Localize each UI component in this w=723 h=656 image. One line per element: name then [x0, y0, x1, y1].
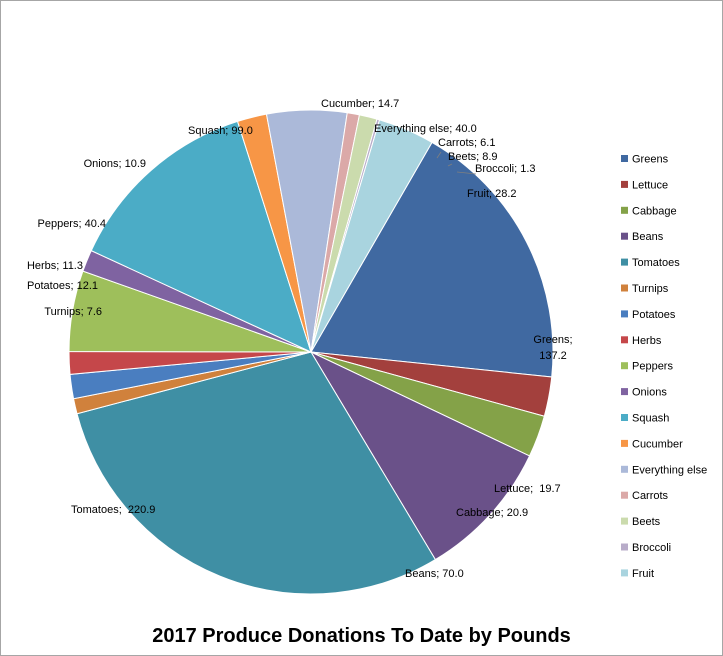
legend-item-peppers: Peppers [621, 361, 673, 373]
data-label-onions: Onions; 10.9 [84, 158, 146, 170]
legend-label-cabbage: Cabbage [632, 205, 677, 217]
legend-item-tomatoes: Tomatoes [621, 257, 680, 269]
data-label-everything-else: Everything else; 40.0 [374, 123, 477, 135]
legend-item-fruit: Fruit [621, 568, 654, 580]
legend-swatch-everything-else [621, 465, 628, 473]
legend-item-everything-else: Everything else [621, 464, 707, 476]
legend-label-turnips: Turnips [632, 283, 669, 295]
legend-label-fruit: Fruit [632, 568, 654, 580]
data-label-potatoes: Potatoes; 12.1 [27, 280, 98, 292]
legend-label-tomatoes: Tomatoes [632, 257, 680, 269]
data-label-lettuce: Lettuce; 19.7 [494, 483, 561, 495]
legend-swatch-beans [621, 232, 628, 240]
legend-label-carrots: Carrots [632, 490, 669, 502]
legend-item-cabbage: Cabbage [621, 205, 677, 217]
legend-swatch-beets [621, 517, 628, 525]
legend-swatch-potatoes [621, 310, 628, 318]
data-label-turnips: Turnips; 7.6 [44, 306, 102, 318]
legend-swatch-broccoli [621, 543, 628, 551]
legend-item-onions: Onions [621, 387, 667, 399]
legend-swatch-lettuce [621, 180, 628, 188]
legend-swatch-cabbage [621, 206, 628, 214]
pie-slice-fruit [310, 119, 433, 353]
legend-label-greens: Greens [632, 154, 669, 166]
data-label-cucumber: Cucumber; 14.7 [321, 98, 399, 110]
pie-slices [68, 109, 554, 595]
leader-line-beets [447, 163, 453, 167]
legend-swatch-turnips [621, 284, 628, 292]
legend-swatch-carrots [621, 491, 628, 499]
legend-label-potatoes: Potatoes [632, 309, 676, 321]
data-labels: Greens; 137.2 Lettuce; 19.7 Cabbage; 20.9 Be… [27, 98, 573, 580]
legend-swatch-tomatoes [621, 258, 628, 266]
legend-item-squash: Squash [621, 413, 669, 425]
legend-swatch-peppers [621, 362, 628, 370]
legend-swatch-cucumber [621, 439, 628, 447]
legend-item-herbs: Herbs [621, 335, 662, 347]
legend-item-beets: Beets [621, 516, 661, 528]
data-label-beets: Beets; 8.9 [448, 151, 498, 163]
data-label-fruit: Fruit; 28.2 [467, 188, 517, 200]
legend-item-lettuce: Lettuce [621, 179, 668, 191]
legend-label-beans: Beans [632, 231, 664, 243]
data-label-squash: Squash; 99.0 [188, 125, 253, 137]
legend-label-herbs: Herbs [632, 335, 662, 347]
legend-swatch-onions [621, 388, 628, 396]
legend-item-carrots: Carrots [621, 490, 669, 502]
legend-label-squash: Squash [632, 413, 669, 425]
leader-line-broccoli [456, 171, 477, 175]
legend-label-onions: Onions [632, 387, 667, 399]
pie-slice-greens [310, 141, 554, 378]
legend-swatch-greens [621, 155, 628, 162]
legend-item-broccoli: Broccoli [621, 542, 671, 554]
legend-label-broccoli: Broccoli [632, 542, 671, 554]
data-label-carrots: Carrots; 6.1 [438, 137, 495, 149]
legend-label-cucumber: Cucumber [632, 438, 683, 450]
legend: Greens Lettuce Cabbage Beans Tomatoes Turnips… [621, 154, 707, 580]
data-label-broccoli: Broccoli; 1.3 [475, 163, 536, 175]
pie-slice-tomatoes [76, 351, 437, 595]
legend-item-greens: Greens [621, 154, 669, 166]
legend-label-beets: Beets [632, 516, 661, 528]
legend-label-everything-else: Everything else [632, 464, 707, 476]
legend-label-lettuce: Lettuce [632, 179, 668, 191]
legend-swatch-fruit [621, 569, 628, 577]
data-label-peppers: Peppers; 40.4 [38, 218, 107, 230]
legend-swatch-squash [621, 414, 628, 421]
pie-slice-squash [90, 120, 312, 353]
legend-swatch-herbs [621, 336, 628, 344]
data-label-beans: Beans; 70.0 [405, 568, 464, 580]
legend-item-turnips: Turnips [621, 283, 669, 295]
data-label-herbs: Herbs; 11.3 [27, 260, 83, 272]
data-label-cabbage: Cabbage; 20.9 [456, 507, 528, 519]
legend-item-cucumber: Cucumber [621, 438, 683, 450]
chart-title: 2017 Produce Donations To Date by Pounds [152, 625, 571, 647]
pie-slice-beans [309, 350, 531, 561]
legend-label-peppers: Peppers [632, 361, 673, 373]
leader-line-carrots [436, 151, 442, 159]
data-label-tomatoes: Tomatoes; 220.9 [71, 504, 155, 516]
legend-item-beans: Beans [621, 231, 664, 243]
data-label-greens: Greens; 137.2 [533, 334, 572, 362]
legend-item-potatoes: Potatoes [621, 309, 676, 321]
